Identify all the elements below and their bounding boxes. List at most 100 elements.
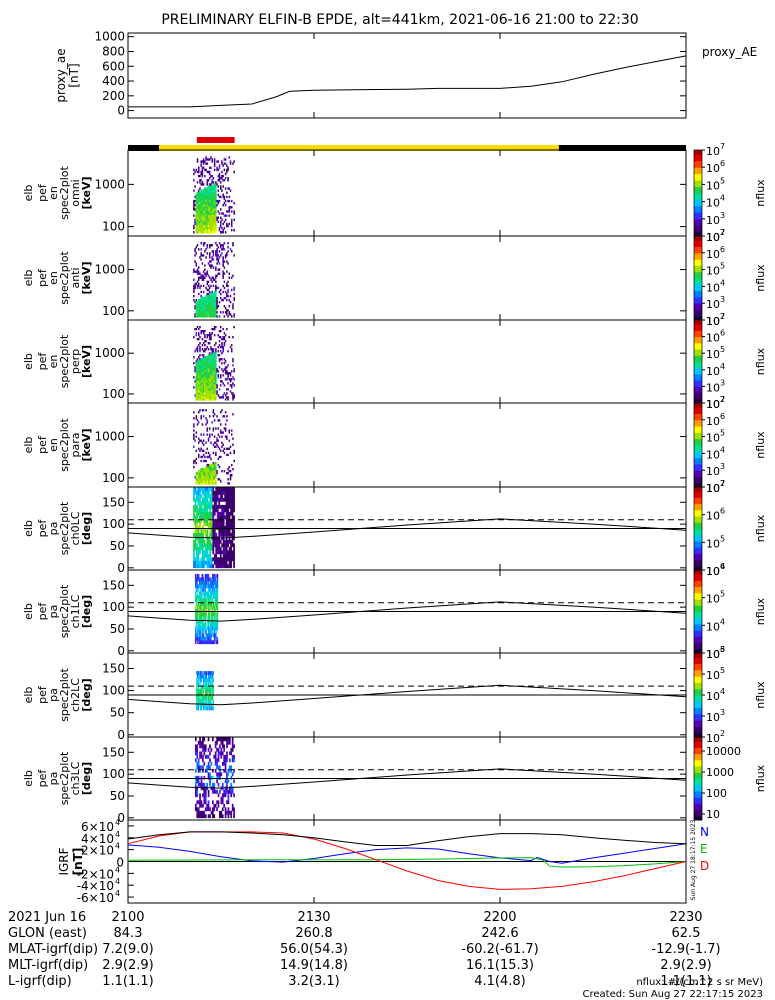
ch3LC-spectrogram-pixel xyxy=(228,786,231,791)
ch3LC-spectrogram-pixel xyxy=(226,754,228,759)
ch1LC-spectrogram-pixel xyxy=(211,584,213,589)
anti-spectrogram-pixel xyxy=(215,311,217,314)
ch1LC-spectrogram-pixel xyxy=(212,601,215,606)
ch1LC-spectrogram-pixel xyxy=(194,629,197,634)
ch0LC-spectrogram-pixel xyxy=(200,543,203,548)
anti-spectrogram-pixel xyxy=(207,274,210,277)
para-spectrogram-pixel xyxy=(206,421,209,424)
anti-spectrogram-pixel xyxy=(232,244,234,247)
para-spectrogram-pixel xyxy=(215,467,217,471)
anti-spectrogram-pixel xyxy=(200,252,202,255)
anti-spectrogram-pixel xyxy=(211,305,213,308)
ch3LC-loss-cone-line xyxy=(127,768,687,789)
perp-spectrogram-pixel xyxy=(215,382,217,385)
colorbar-tick-base: 10 xyxy=(706,482,720,495)
omni-spectrogram-pixel xyxy=(219,185,222,188)
perp-spectrogram-pixel xyxy=(194,370,196,373)
omni-spectrogram-pixel xyxy=(205,206,207,209)
anti-spectrogram-pixel xyxy=(205,313,207,316)
colorbar-segment xyxy=(694,528,702,532)
perp-spectrogram-pixel xyxy=(226,396,228,399)
perp-spectrogram-pixel xyxy=(211,350,213,353)
ae-ytick-label: 600 xyxy=(102,59,125,73)
anti-spectrogram-pixel xyxy=(208,303,211,306)
ch1LC-spectrogram-pixel xyxy=(212,629,214,634)
omni-spectrogram-pixel xyxy=(202,229,205,232)
ch3LC-spectrogram-pixel xyxy=(224,807,227,812)
para-spectrogram-pixel xyxy=(204,476,206,479)
ch1LC-spectrogram-pixel xyxy=(201,601,203,606)
perp-spectrogram-pixel xyxy=(201,362,204,365)
ch3LC-spectrogram-pixel xyxy=(211,782,214,787)
perp-spectrogram-pixel xyxy=(195,398,198,401)
ch2LC-spectrogram-pixel xyxy=(208,674,210,679)
para-spectrogram-pixel xyxy=(193,445,195,448)
ch2LC-spectrogram-pixel xyxy=(198,685,199,690)
ch1LC-spectrogram-pixel xyxy=(198,601,200,606)
omni-spectrogram-pixel xyxy=(195,216,198,219)
omni-spectrogram-pixel xyxy=(195,210,198,213)
colorbar-segment xyxy=(694,695,702,698)
ch0LC-spectrogram-pixel xyxy=(194,539,197,544)
ch1LC-spectrogram-pixel xyxy=(217,587,219,592)
anti-spectrogram-pixel xyxy=(204,242,206,245)
omni-spectrogram-pixel xyxy=(213,160,216,163)
omni-spectrogram-pixel xyxy=(221,231,223,234)
ch0LC-spectrogram-pixel xyxy=(228,536,231,541)
perp-ylabel-line: en xyxy=(47,355,60,369)
colorbar-segment xyxy=(694,493,702,496)
status-bar-segment xyxy=(128,145,159,151)
anti-spectrogram-pixel xyxy=(221,248,223,251)
perp-spectrogram-pixel xyxy=(195,396,198,399)
colorbar-segment xyxy=(694,407,702,410)
colorbar-segment xyxy=(694,160,702,164)
ch0LC-spectrogram-pixel xyxy=(203,511,206,516)
ch1LC-spectrogram-pixel xyxy=(215,598,217,603)
colorbar-tick-exp: 3 xyxy=(720,378,725,387)
ch2LC-spectrogram-pixel xyxy=(207,678,209,683)
perp-spectrogram-pixel xyxy=(199,364,201,367)
para-spectrogram-pixel xyxy=(224,435,227,438)
omni-spectrogram-pixel xyxy=(200,229,202,232)
para-spectrogram-pixel xyxy=(202,476,205,479)
colorbar-segment xyxy=(694,640,702,644)
ch0LC-spectrogram-pixel xyxy=(218,490,221,495)
omni-spectrogram-pixel xyxy=(205,229,207,232)
omni-spectrogram-pixel xyxy=(217,160,220,163)
anti-spectrogram-pixel xyxy=(223,315,226,318)
omni-spectrogram-pixel xyxy=(213,193,216,197)
ch3LC-spectrogram-pixel xyxy=(231,754,234,759)
ch1LC-spectrogram-pixel xyxy=(211,587,213,592)
ch1LC-spectrogram-pixel xyxy=(196,640,198,645)
ch0LC-spectrogram-pixel xyxy=(212,494,215,499)
perp-spectrogram-pixel xyxy=(197,364,200,367)
anti-spectrogram-pixel xyxy=(197,270,200,273)
ch0LC-spectrogram-pixel xyxy=(204,515,207,520)
omni-spectrogram-pixel xyxy=(202,158,205,161)
ch2LC-spectrogram-pixel xyxy=(196,674,198,679)
omni-spectrogram-pixel xyxy=(206,189,209,192)
perp-spectrogram-pixel xyxy=(197,398,200,401)
omni-spectrogram-pixel xyxy=(196,229,199,232)
ch3LC-spectrogram-pixel xyxy=(220,810,223,815)
ch0LC-spectrogram-pixel xyxy=(212,539,215,544)
para-spectrogram-pixel xyxy=(202,480,205,483)
omni-spectrogram-pixel xyxy=(211,204,213,207)
ch2LC-spectrogram-pixel xyxy=(197,678,199,683)
ch2LC-spectrogram-pixel xyxy=(209,685,211,690)
ch1LC-spectrogram-pixel xyxy=(208,584,211,589)
anti-spectrogram-pixel xyxy=(201,262,204,265)
omni-spectrogram-pixel xyxy=(221,218,223,221)
perp-spectrogram-pixel xyxy=(207,348,210,351)
para-spectrogram-pixel xyxy=(212,429,215,432)
omni-ylabel-line: spec2plot xyxy=(58,166,71,220)
ch3LC-spectrogram-pixel xyxy=(227,807,230,812)
ch0LC-spectrogram-pixel xyxy=(224,553,227,558)
anti-spectrogram-pixel xyxy=(207,284,210,288)
colorbar-tick-base: 10 xyxy=(706,648,720,661)
omni-spectrogram-pixel xyxy=(201,189,204,192)
perp-spectrogram-pixel xyxy=(211,392,213,395)
omni-spectrogram-pixel xyxy=(212,208,215,211)
ch3LC-spectrogram-pixel xyxy=(226,737,228,742)
ch0LC-spectrogram-pixel xyxy=(206,494,209,499)
